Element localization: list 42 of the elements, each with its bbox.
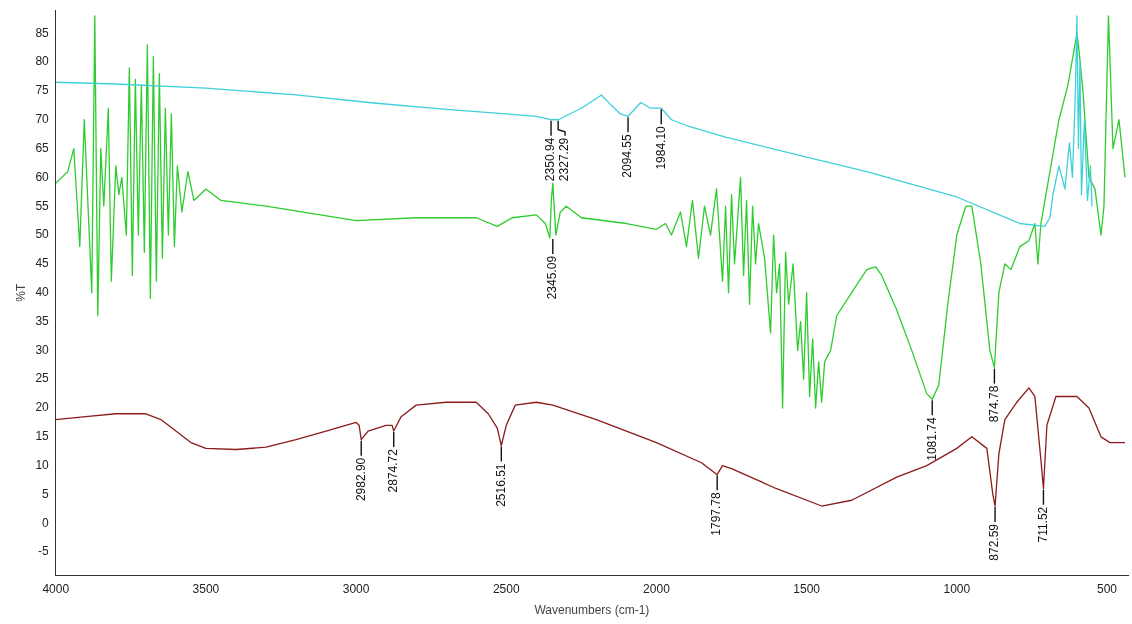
annotation: 2345.09 [545, 255, 560, 300]
annotation: 2982.90 [353, 457, 368, 502]
y-tick-label: 45 [35, 256, 50, 271]
x-tick-label: 2000 [643, 581, 671, 596]
x-tick-label: 3500 [192, 581, 220, 596]
annotation: 1984.10 [653, 125, 668, 170]
x-tick-label: 2500 [492, 581, 520, 596]
y-tick-label: 40 [35, 285, 50, 300]
y-tick-label: 20 [35, 400, 50, 415]
annotation: 2516.51 [493, 463, 508, 507]
annotation: 711.52 [1035, 506, 1050, 543]
y-axis-title: %T [13, 283, 28, 302]
annotation: 1797.78 [709, 491, 724, 536]
x-tick-label: 1500 [793, 581, 821, 596]
annotation: 2094.55 [620, 133, 635, 178]
y-tick-label: 65 [35, 140, 50, 155]
x-tick-label: 1000 [943, 581, 971, 596]
x-axis-title: Wavenumbers (cm-1) [534, 603, 650, 618]
y-tick-label: 0 [42, 515, 50, 530]
x-tick-label: 3000 [342, 581, 370, 596]
x-tick-label: 4000 [42, 581, 70, 596]
y-tick-label: 15 [35, 429, 50, 444]
annotation: 1081.74 [924, 417, 939, 461]
annotation: 874.78 [986, 385, 1001, 423]
y-tick-label: 10 [35, 457, 50, 472]
y-tick-label: 60 [35, 169, 50, 184]
annotation: 2874.72 [386, 448, 401, 493]
y-tick-label: 30 [35, 342, 50, 357]
y-tick-label: 85 [35, 25, 50, 40]
y-tick-label: -5 [38, 544, 50, 559]
y-tick-label: 5 [42, 486, 50, 501]
x-tick-label: 500 [1096, 581, 1118, 596]
y-tick-label: 55 [35, 198, 50, 213]
annotation: 2350.94 [543, 137, 558, 182]
y-tick-label: 50 [35, 227, 50, 242]
annotation: 2327.29 [557, 137, 572, 182]
annotation: 872.59 [987, 523, 1002, 561]
y-tick-label: 70 [35, 112, 50, 127]
y-tick-label: 80 [35, 54, 50, 69]
y-tick-label: 25 [35, 371, 50, 386]
y-tick-label: 35 [35, 313, 50, 328]
y-tick-label: 75 [35, 83, 50, 98]
